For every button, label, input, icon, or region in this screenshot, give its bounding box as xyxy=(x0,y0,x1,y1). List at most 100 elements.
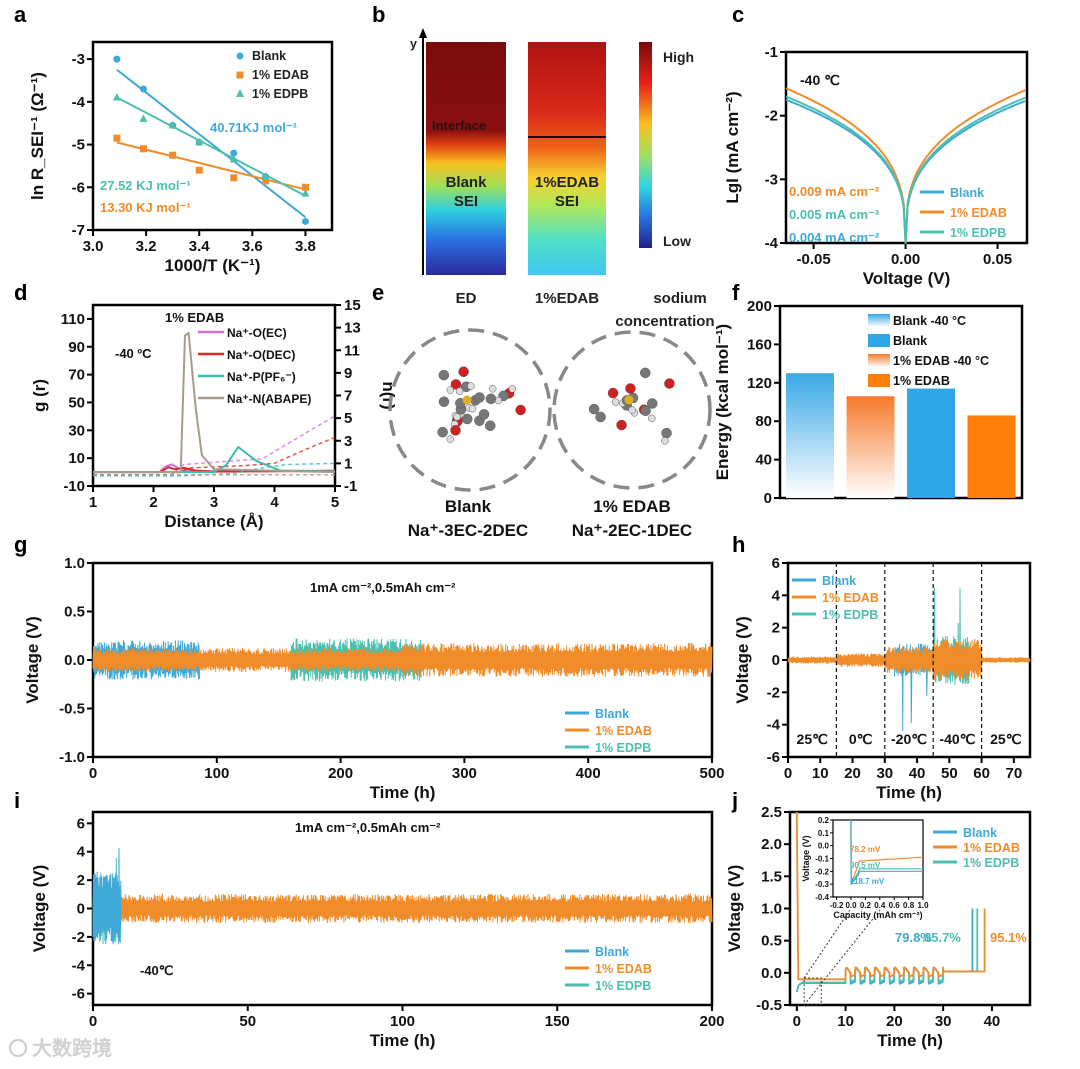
plot-frame xyxy=(91,40,334,232)
data-point xyxy=(301,183,309,191)
x-tick-label: 0.05 xyxy=(983,251,1012,268)
y-tick-label: -2 xyxy=(765,108,778,125)
data-point xyxy=(169,151,177,159)
x-tick-label: 10 xyxy=(812,765,829,782)
y-tick-label: 90 xyxy=(68,339,85,356)
y-axis-title: Voltage (V) xyxy=(725,865,744,953)
legend-label: Blank xyxy=(950,186,984,200)
x-tick-label: 2 xyxy=(149,494,157,511)
legend-label: 1% EDPB xyxy=(822,608,878,622)
voltage-trace-1-edab xyxy=(92,647,403,673)
x-tick-label: 30 xyxy=(935,1013,952,1030)
y-tick-label: 1.0 xyxy=(761,901,782,918)
atom xyxy=(515,404,526,416)
bar-blank-40-c xyxy=(786,373,834,498)
edab-sei-map xyxy=(528,42,606,275)
y-tick-label: 4 xyxy=(77,844,86,861)
x-tick-label: 0.6 xyxy=(889,901,901,910)
y-tick-label: -6 xyxy=(72,179,85,196)
x-tick-label: 40 xyxy=(984,1013,1001,1030)
exchange-current-label: 0.004 mA cm⁻² xyxy=(789,230,880,245)
colorbar xyxy=(639,42,652,248)
activation-energy-blank: 40.71KJ mol⁻¹ xyxy=(210,120,297,135)
x-tick-label: 30 xyxy=(876,765,893,782)
x-tick-label: 0.2 xyxy=(860,901,872,910)
y-tick-label: 40 xyxy=(755,452,772,469)
y2-tick-label: -1 xyxy=(344,478,357,495)
x-tick-label: 500 xyxy=(699,765,724,782)
y-tick-label: 6 xyxy=(77,815,85,832)
y2-tick-label: 9 xyxy=(344,365,352,382)
coulombic-efficiency: 79.8% xyxy=(895,930,932,945)
y-tick-label: 2 xyxy=(77,872,85,889)
x-tick-label: 10 xyxy=(837,1013,854,1030)
y-tick-label: -2 xyxy=(72,929,85,946)
legend-label: 1% EDPB xyxy=(595,741,651,755)
atom xyxy=(640,367,651,379)
y-axis-title: ln R_SEI⁻¹ (Ω⁻¹) xyxy=(28,72,47,200)
y-tick-label: 0 xyxy=(764,490,772,507)
legend-label: 1% EDPB xyxy=(950,226,1006,240)
y-tick-label: 2.0 xyxy=(761,836,782,853)
atom xyxy=(478,409,490,420)
legend-label: Na⁺-P(PF₆⁻) xyxy=(227,370,296,384)
voltage-trace-1-edab xyxy=(884,646,934,674)
y-tick-label: -4 xyxy=(72,94,86,111)
y-tick-label: 70 xyxy=(68,367,85,384)
chart-title: 1% EDAB xyxy=(165,310,224,325)
y-axis-title: Voltage (V) xyxy=(30,865,49,953)
panel-label: c xyxy=(732,2,744,27)
y-axis-title: Voltage (V) xyxy=(801,835,811,881)
coulombic-efficiency: 95.1% xyxy=(990,930,1027,945)
y2-axis-title: n(r) xyxy=(379,381,398,409)
data-point xyxy=(261,172,270,180)
y-tick-label: 0.0 xyxy=(64,652,85,669)
x-tick-label: 200 xyxy=(328,765,353,782)
legend-marker xyxy=(236,52,244,60)
y-tick-label: 2.5 xyxy=(761,804,782,821)
atom xyxy=(450,425,461,436)
y-tick-label: 160 xyxy=(747,336,772,353)
y-tick-label: 50 xyxy=(68,394,85,411)
x-tick-label: 20 xyxy=(844,765,861,782)
y-tick-label: -1 xyxy=(765,44,778,61)
fit-line xyxy=(116,68,307,218)
y-tick-label: -4 xyxy=(765,235,779,252)
y2-tick-label: 13 xyxy=(344,320,361,337)
x-tick-label: 200 xyxy=(699,1013,724,1030)
activation-energy-edpb: 27.52 KJ mol⁻¹ xyxy=(100,178,191,193)
y-tick-label: -2 xyxy=(767,684,780,701)
y-tick-label: 0.0 xyxy=(818,842,830,851)
x-tick-label: 100 xyxy=(204,765,229,782)
y-tick-label: -0.5 xyxy=(59,701,85,718)
atom xyxy=(474,392,485,403)
y-tick-label: -0.2 xyxy=(815,867,829,876)
y-tick-label: 1.0 xyxy=(64,555,85,572)
atom xyxy=(450,379,462,390)
panel-label: f xyxy=(732,280,740,305)
structure-label: Blank xyxy=(445,497,492,516)
data-point xyxy=(113,134,121,142)
x-tick-label: 1 xyxy=(89,494,97,511)
atom xyxy=(646,398,658,409)
legend-label: Blank -40 °C xyxy=(893,314,966,328)
overpotential-label: 78.2 mV xyxy=(850,845,881,854)
x-axis-title: 1000/T (K⁻¹) xyxy=(165,256,261,275)
atom xyxy=(664,378,675,389)
x-axis-title: Distance (Å) xyxy=(164,512,263,531)
x-axis-title: Time (h) xyxy=(876,783,942,802)
y-tick-label: 2 xyxy=(772,620,780,637)
blank-sei-label: Blank xyxy=(446,174,488,191)
atom xyxy=(628,406,636,414)
coulombic-efficiency: 85.7% xyxy=(924,930,961,945)
voltage-trace-1-edab xyxy=(835,653,886,667)
test-condition: 1mA cm⁻²,0.5mAh cm⁻² xyxy=(295,820,441,835)
blank-sei-map xyxy=(426,42,506,275)
legend-label: Blank xyxy=(822,574,856,588)
legend-label: 1% EDPB xyxy=(595,979,651,993)
y-tick-label: 0.1 xyxy=(818,829,830,838)
atom xyxy=(616,419,627,431)
y-axis-title: g (r) xyxy=(30,379,49,412)
sodium-ion xyxy=(462,395,472,405)
